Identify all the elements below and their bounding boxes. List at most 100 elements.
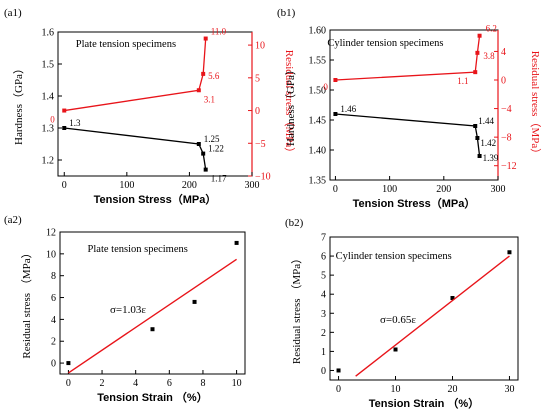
y-right-tick-label: 5 <box>255 73 260 84</box>
fit-line <box>68 258 237 374</box>
plot-frame <box>59 231 246 375</box>
data-point <box>203 36 208 41</box>
data-label: 1.25 <box>204 134 220 144</box>
panel-label: (b2) <box>285 217 304 229</box>
x-tick-label: 10 <box>232 378 242 389</box>
data-label: 1.17 <box>211 174 227 184</box>
x-tick-label: 0 <box>66 378 71 389</box>
y-tick-label: 1 <box>321 347 326 358</box>
x-tick-label: 30 <box>504 384 514 395</box>
x-tick-label: 200 <box>182 180 197 191</box>
data-point <box>192 299 197 304</box>
data-label: 1.46 <box>340 104 356 114</box>
y-tick-label: 5 <box>321 271 326 282</box>
fit-equation: σ=1.03ε <box>110 304 146 316</box>
data-label: 5.6 <box>208 71 220 81</box>
x-axis-label: Tension Strain （%） <box>97 391 207 404</box>
y-axis-label: Hardness（GPa） <box>12 63 25 145</box>
y-tick-label: 4 <box>321 290 326 301</box>
x-tick-label: 10 <box>391 384 401 395</box>
y-right-tick-label: 0 <box>501 76 506 87</box>
panel-label: (a1) <box>4 7 22 19</box>
data-point <box>477 33 482 38</box>
y-tick-label: 8 <box>51 271 56 282</box>
y-tick-label: 3 <box>321 309 326 320</box>
data-point <box>333 112 338 116</box>
y-tick-label: 1.60 <box>309 26 327 37</box>
y-right-tick-label: 10 <box>255 41 265 52</box>
y-tick-label: 1.45 <box>309 116 327 127</box>
x-tick-label: 0 <box>62 180 67 191</box>
y-right-tick-label: −8 <box>501 133 512 144</box>
x-axis-label: Tension Stress（MPa） <box>353 197 476 210</box>
y-right-axis-label: Residual stress（MPa） <box>529 51 542 159</box>
data-label: 0 <box>50 115 55 125</box>
data-label: 1.39 <box>483 153 499 163</box>
data-point <box>507 250 512 255</box>
data-label: 1.44 <box>478 116 494 126</box>
y-right-tick-label: −5 <box>255 139 266 150</box>
data-point <box>201 71 206 76</box>
chart-subtitle: Plate tension specimens <box>76 39 176 50</box>
y-tick-label: 12 <box>46 228 56 239</box>
chart-panel-3: (a2) Plate tension specimens 0 2 4 6 8 10 0 2 4 6 8 1… <box>4 214 246 404</box>
y-tick-label: 1.50 <box>309 86 327 97</box>
data-point <box>196 142 201 146</box>
data-label: 1.42 <box>480 138 496 148</box>
y-right-tick-label: −10 <box>255 172 271 183</box>
y-tick-label: 4 <box>51 315 56 326</box>
x-axis-label: Tension Strain （%） <box>369 397 479 410</box>
data-point <box>475 50 480 55</box>
data-point <box>203 167 208 172</box>
y-tick-label: 1.5 <box>42 60 55 71</box>
data-point <box>150 327 155 332</box>
data-point <box>473 70 478 75</box>
data-label: 6.2 <box>486 24 497 34</box>
y-tick-label: 10 <box>46 249 56 260</box>
series-line-right <box>335 35 481 81</box>
fit-line <box>355 255 510 377</box>
x-axis-label: Tension Stress（MPa） <box>94 193 217 206</box>
data-label: 1.1 <box>457 76 468 86</box>
y-right-tick-label: −4 <box>501 104 512 115</box>
y-tick-label: 1.40 <box>309 146 327 157</box>
plot-frame <box>57 31 253 177</box>
x-tick-label: 200 <box>436 184 451 195</box>
data-point <box>336 368 341 373</box>
y-tick-label: 6 <box>321 252 326 263</box>
x-tick-label: 4 <box>133 378 138 389</box>
data-label: 3.1 <box>204 94 215 104</box>
y-right-tick-label: 4 <box>501 47 506 58</box>
y-tick-label: 1.55 <box>309 56 327 67</box>
chart-subtitle: Plate tension specimens <box>88 244 188 255</box>
data-label: 11.0 <box>211 27 227 37</box>
x-tick-label: 100 <box>382 184 397 195</box>
data-label: 0 <box>323 82 328 92</box>
data-point <box>333 78 338 82</box>
x-tick-label: 20 <box>447 384 457 395</box>
y-axis-label: Residual stress （MPa） <box>290 253 303 364</box>
y-tick-label: 7 <box>321 233 326 244</box>
panel-label: (b1) <box>277 7 296 19</box>
data-label: 1.22 <box>208 144 224 154</box>
plot-frame <box>329 236 519 381</box>
data-point <box>62 108 67 113</box>
x-tick-label: 6 <box>167 378 172 389</box>
chart-subtitle: Cylinder tension specimens <box>327 38 443 49</box>
y-axis-label: Residual stress （MPa） <box>20 247 33 358</box>
panel-label: (a2) <box>4 214 22 226</box>
data-label: 1.3 <box>69 118 81 128</box>
data-point <box>234 240 239 245</box>
y-tick-label: 1.6 <box>42 28 55 39</box>
series-line-right <box>64 38 207 112</box>
data-point <box>201 151 206 156</box>
y-axis-label: Hardness（GPa） <box>284 64 297 146</box>
x-tick-label: 300 <box>245 180 260 191</box>
x-tick-label: 100 <box>119 180 134 191</box>
y-tick-label: 1.3 <box>42 124 55 135</box>
y-tick-label: 6 <box>51 293 56 304</box>
chart-panel-4: (b2) Cylinder tension specimens 0 10 20 30 0 1 2… <box>285 217 519 410</box>
y-right-axis-label: Residual stress（MPa） <box>283 50 296 158</box>
x-tick-label: 8 <box>200 378 205 389</box>
